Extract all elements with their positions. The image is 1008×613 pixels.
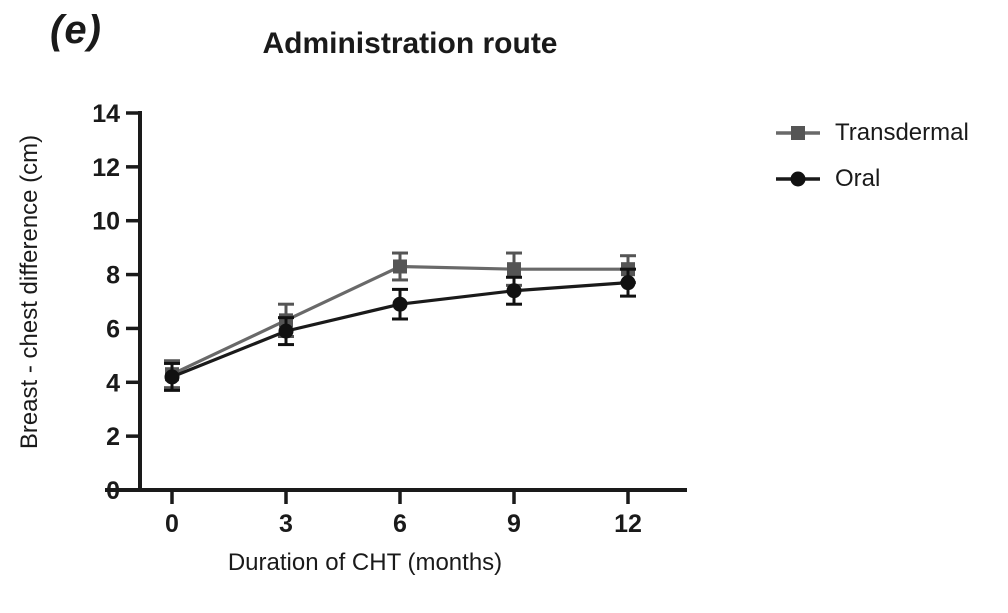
legend-item-transdermal: Transdermal — [775, 118, 969, 148]
marker-circle-oral — [620, 275, 636, 291]
chart-title: Administration route — [262, 27, 558, 60]
marker-square-transdermal — [507, 262, 521, 277]
y-tick-label: 2 — [106, 423, 120, 451]
x-tick-label: 0 — [165, 510, 179, 538]
marker-circle-oral — [278, 323, 294, 339]
oral-line-marker-icon — [776, 171, 820, 187]
y-tick-label: 8 — [106, 262, 120, 290]
legend: Transdermal Oral — [775, 118, 969, 194]
marker-circle-oral — [506, 283, 522, 299]
legend-label-transdermal: Transdermal — [835, 119, 969, 146]
x-axis-title: Duration of CHT (months) — [227, 549, 503, 576]
y-tick-label: 12 — [92, 154, 120, 182]
legend-label-oral: Oral — [835, 165, 881, 192]
transdermal-line-marker-icon — [776, 126, 820, 140]
y-tick-label: 14 — [92, 100, 120, 128]
y-tick-label: 10 — [92, 208, 120, 236]
marker-square-transdermal — [393, 259, 407, 274]
y-tick-label: 4 — [106, 369, 120, 397]
marker-circle-oral — [164, 369, 180, 385]
x-tick-label: 3 — [279, 510, 293, 538]
legend-item-oral: Oral — [775, 164, 969, 194]
marker-circle-oral — [392, 296, 408, 312]
x-tick-label: 12 — [614, 510, 642, 538]
panel-label: (e) — [50, 8, 102, 52]
x-tick-label: 9 — [507, 510, 521, 538]
x-tick-label: 6 — [393, 510, 407, 538]
y-tick-label: 0 — [106, 477, 120, 505]
y-tick-label: 6 — [106, 315, 120, 343]
